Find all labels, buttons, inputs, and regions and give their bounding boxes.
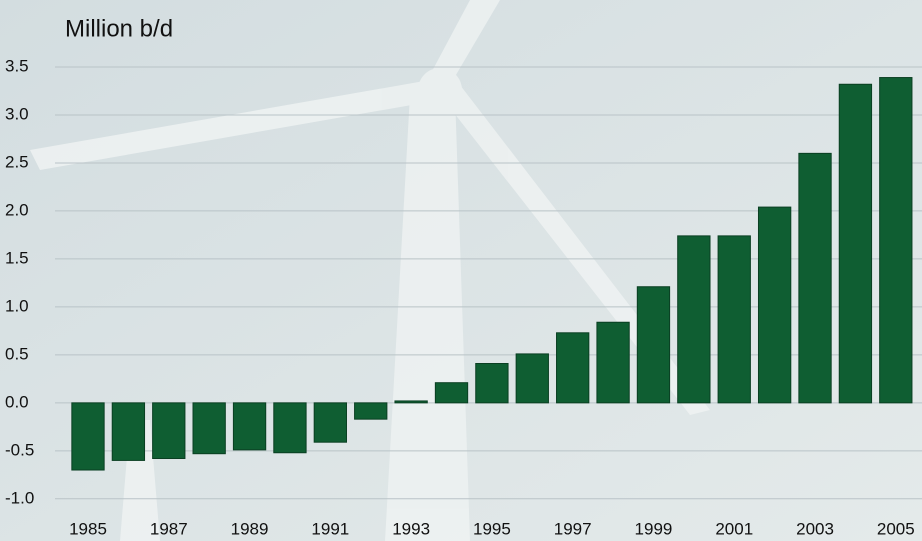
bar xyxy=(193,403,225,454)
y-tick-label: -1.0 xyxy=(5,488,34,507)
chart-title: Million b/d xyxy=(65,15,173,42)
y-tick-label: 2.5 xyxy=(5,152,29,171)
bar xyxy=(799,153,831,402)
bar xyxy=(476,364,508,403)
y-tick-label: 3.0 xyxy=(5,104,29,123)
y-tick-label: 0.0 xyxy=(5,392,29,411)
bar xyxy=(355,403,387,419)
bar xyxy=(72,403,104,470)
page: Million b/d -1.0 -0.5 0.0 0.5 1.0 1.5 2.0 2.5 3.… xyxy=(0,0,922,541)
x-tick-label: 1989 xyxy=(231,519,269,538)
bar xyxy=(153,403,185,459)
bar xyxy=(233,403,265,450)
x-tick-label: 1991 xyxy=(311,519,349,538)
bar xyxy=(112,403,144,461)
x-tick-label: 2001 xyxy=(715,519,753,538)
x-tick-label: 1993 xyxy=(392,519,430,538)
bar xyxy=(516,354,548,403)
chart: Million b/d -1.0 -0.5 0.0 0.5 1.0 1.5 2.0 2.5 3.… xyxy=(0,0,922,541)
bar xyxy=(718,236,750,403)
bar xyxy=(274,403,306,453)
y-tick-label: -0.5 xyxy=(5,440,34,459)
bar xyxy=(678,236,710,403)
bar xyxy=(839,84,871,403)
x-tick-label: 1987 xyxy=(150,519,188,538)
x-tick-label: 1985 xyxy=(69,519,107,538)
bar xyxy=(314,403,346,442)
bar xyxy=(758,207,790,403)
y-tick-label: 2.0 xyxy=(5,200,29,219)
y-tick-label: 1.5 xyxy=(5,248,29,267)
bar xyxy=(557,333,589,403)
y-tick-label: 1.0 xyxy=(5,296,29,315)
bar xyxy=(880,78,912,403)
x-tick-label: 2005 xyxy=(877,519,915,538)
x-tick-label: 1995 xyxy=(473,519,511,538)
bar xyxy=(435,383,467,403)
x-tick-label: 1997 xyxy=(554,519,592,538)
x-tick-label: 2003 xyxy=(796,519,834,538)
bar xyxy=(637,287,669,403)
x-tick-label: 1999 xyxy=(635,519,673,538)
bar xyxy=(597,322,629,403)
y-tick-label: 3.5 xyxy=(5,56,29,75)
y-tick-label: 0.5 xyxy=(5,344,29,363)
bar xyxy=(395,401,427,403)
